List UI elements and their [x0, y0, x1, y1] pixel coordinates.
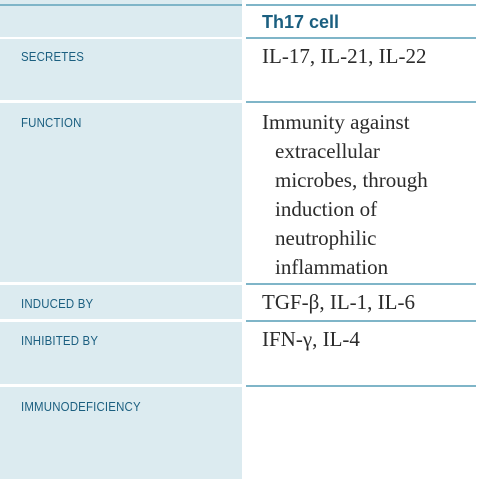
- label-gap-3: [0, 319, 242, 322]
- row-rule-induced-by: [246, 320, 476, 322]
- row-value-function: Immunity against extracellular microbes,…: [262, 108, 428, 282]
- row-label-immunodeficiency: IMMUNODEFICIENCY: [21, 399, 141, 414]
- value-line: extracellular: [275, 139, 380, 163]
- value-line: induction of: [275, 197, 378, 221]
- value-line: IL-17, IL-21, IL-22: [262, 44, 427, 68]
- label-gap-4: [0, 384, 242, 387]
- value-line: neutrophilic: [275, 226, 377, 250]
- value-line: microbes, through: [275, 168, 428, 192]
- value-line: IFN-γ, IL-4: [262, 327, 360, 351]
- label-gap-1: [0, 100, 242, 103]
- row-rule-function: [246, 283, 476, 285]
- row-rule-inhibited-by: [246, 385, 476, 387]
- row-rule-secretes: [246, 101, 476, 103]
- row-value-inhibited-by: IFN-γ, IL-4: [262, 325, 360, 354]
- label-column-background: [0, 0, 242, 479]
- label-gap-2: [0, 282, 242, 285]
- value-line: inflammation: [275, 255, 389, 279]
- row-label-function: FUNCTION: [21, 115, 82, 130]
- row-value-secretes: IL-17, IL-21, IL-22: [262, 42, 426, 71]
- header-bottom-rule-right: [246, 37, 476, 39]
- header-top-rule-right: [246, 4, 476, 6]
- row-label-secretes: SECRETES: [21, 49, 85, 64]
- value-line: TGF-β, IL-1, IL-6: [262, 290, 415, 314]
- row-label-induced-by: INDUCED BY: [21, 296, 94, 311]
- header-bottom-rule-left: [0, 37, 242, 39]
- header-top-rule-left: [0, 4, 242, 6]
- column-title: Th17 cell: [262, 12, 340, 32]
- row-value-induced-by: TGF-β, IL-1, IL-6: [262, 288, 415, 317]
- value-line: Immunity against: [262, 110, 410, 134]
- row-label-inhibited-by: INHIBITED BY: [21, 333, 99, 348]
